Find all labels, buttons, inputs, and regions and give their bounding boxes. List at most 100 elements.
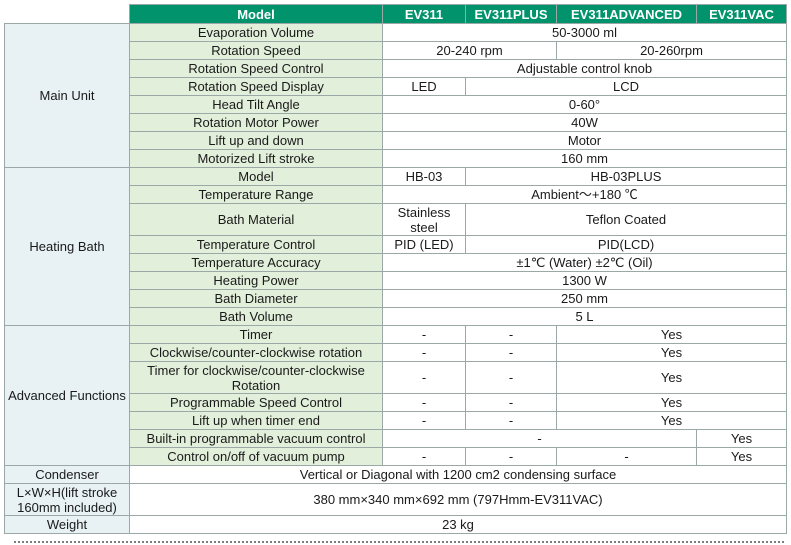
cell-dash: - xyxy=(382,361,466,394)
row-label: Lift up when timer end xyxy=(129,411,383,430)
table-row: L×W×H(lift stroke 160mm included) 380 mm… xyxy=(4,483,787,516)
table-row: Rotation Motor Power 40W xyxy=(5,113,787,132)
row-label: Built-in programmable vacuum control xyxy=(129,429,383,448)
row-label-weight: Weight xyxy=(4,515,130,534)
cell-dash: - xyxy=(382,325,466,344)
row-label: Bath Diameter xyxy=(129,289,383,308)
row-label: Head Tilt Angle xyxy=(129,95,383,114)
cell-yes: Yes xyxy=(696,447,787,466)
row-label: Temperature Range xyxy=(129,185,383,204)
row-label: Model xyxy=(129,167,383,186)
table-row: Rotation Speed 20-240 rpm 20-260rpm xyxy=(5,41,787,60)
cell-yes: Yes xyxy=(556,411,787,430)
row-label: Heating Power xyxy=(129,271,383,290)
row-value: 1300 W xyxy=(382,271,787,290)
section-advanced-functions: Advanced Functions xyxy=(4,325,130,466)
cell-dash: - xyxy=(465,361,557,394)
row-value: 0-60° xyxy=(382,95,787,114)
row-value: Motor xyxy=(382,131,787,150)
row-value: 160 mm xyxy=(382,149,787,168)
row-label: Lift up and down xyxy=(129,131,383,150)
table-row: Advanced Functions Timer - - Yes xyxy=(4,325,787,466)
cell-dash: - xyxy=(556,447,697,466)
row-label: Temperature Control xyxy=(129,235,383,254)
cell-yes: Yes xyxy=(696,429,787,448)
cell-dash: - xyxy=(382,411,466,430)
row-value: Vertical or Diagonal with 1200 cm2 conde… xyxy=(129,465,787,484)
row-label: Motorized Lift stroke xyxy=(129,149,383,168)
header-ev311advanced: EV311ADVANCED xyxy=(556,4,697,24)
row-label: Rotation Speed xyxy=(129,41,383,60)
bottom-divider xyxy=(14,541,784,543)
header-ev311: EV311 xyxy=(382,4,466,24)
cell-dash: - xyxy=(465,343,557,362)
row-value: Stainless steel xyxy=(382,203,466,236)
table-row: Temperature Range Ambient～+180 ℃ xyxy=(5,185,787,204)
row-value: 380 mm×340 mm×692 mm (797Hmm-EV311VAC) xyxy=(129,483,787,516)
header-ev311vac: EV311VAC xyxy=(696,4,787,24)
row-value: Adjustable control knob xyxy=(382,59,787,78)
row-label-dimensions: L×W×H(lift stroke 160mm included) xyxy=(4,483,130,516)
row-value: ±1℃ (Water) ±2℃ (Oil) xyxy=(382,253,787,272)
row-value: Teflon Coated xyxy=(465,203,787,236)
cell-dash: - xyxy=(382,343,466,362)
cell-dash: - xyxy=(465,447,557,466)
row-label: Rotation Speed Control xyxy=(129,59,383,78)
table-row: Weight 23 kg xyxy=(4,515,787,534)
table-row: Heating Bath Model HB-03 HB-03PLUS xyxy=(4,167,787,326)
row-label: Rotation Speed Display xyxy=(129,77,383,96)
row-value: LCD xyxy=(465,77,787,96)
row-label: Rotation Motor Power xyxy=(129,113,383,132)
table-row: Head Tilt Angle 0-60° xyxy=(5,95,787,114)
header-ev311plus: EV311PLUS xyxy=(465,4,557,24)
row-label: Clockwise/counter-clockwise rotation xyxy=(129,343,383,362)
cell-yes: Yes xyxy=(556,343,787,362)
spec-table: Model EV311 EV311PLUS EV311ADVANCED EV31… xyxy=(4,4,787,534)
row-label: Programmable Speed Control xyxy=(129,393,383,412)
table-row: Temperature Accuracy ±1℃ (Water) ±2℃ (Oi… xyxy=(5,253,787,272)
table-row: Timer for clockwise/counter-clockwise Ro… xyxy=(5,361,787,394)
table-row: Condenser Vertical or Diagonal with 1200… xyxy=(4,465,787,484)
row-value: 20-240 rpm xyxy=(382,41,557,60)
table-row: Built-in programmable vacuum control - Y… xyxy=(5,429,787,448)
row-label: Bath Volume xyxy=(129,307,383,326)
header-blank xyxy=(4,4,130,24)
row-value: HB-03PLUS xyxy=(465,167,787,186)
table-row: Temperature Control PID (LED) PID(LCD) xyxy=(5,235,787,254)
section-main-unit: Main Unit xyxy=(4,23,130,168)
cell-dash: - xyxy=(382,429,697,448)
row-value: 23 kg xyxy=(129,515,787,534)
row-label: Timer for clockwise/counter-clockwise Ro… xyxy=(129,361,383,394)
table-row: Lift up when timer end - - Yes xyxy=(5,411,787,430)
cell-dash: - xyxy=(382,393,466,412)
row-value: HB-03 xyxy=(382,167,466,186)
row-value: PID(LCD) xyxy=(465,235,787,254)
table-row: Rotation Speed Control Adjustable contro… xyxy=(5,59,787,78)
cell-dash: - xyxy=(465,393,557,412)
row-value: 50-3000 ml xyxy=(382,23,787,42)
row-value: 250 mm xyxy=(382,289,787,308)
cell-yes: Yes xyxy=(556,325,787,344)
table-row: Bath Material Stainless steel Teflon Coa… xyxy=(5,203,787,236)
row-value: PID (LED) xyxy=(382,235,466,254)
table-row: Lift up and down Motor xyxy=(5,131,787,150)
row-value: 5 L xyxy=(382,307,787,326)
table-row: Heating Power 1300 W xyxy=(5,271,787,290)
cell-yes: Yes xyxy=(556,361,787,394)
cell-dash: - xyxy=(382,447,466,466)
cell-yes: Yes xyxy=(556,393,787,412)
row-label: Evaporation Volume xyxy=(129,23,383,42)
row-value: Ambient～+180 ℃ xyxy=(382,185,787,204)
row-label: Bath Material xyxy=(129,203,383,236)
cell-dash: - xyxy=(465,325,557,344)
row-label: Control on/off of vacuum pump xyxy=(129,447,383,466)
row-value: LED xyxy=(382,77,466,96)
cell-dash: - xyxy=(465,411,557,430)
header-row: Model EV311 EV311PLUS EV311ADVANCED EV31… xyxy=(4,4,787,24)
table-row: Motorized Lift stroke 160 mm xyxy=(5,149,787,168)
table-row: Bath Volume 5 L xyxy=(5,307,787,326)
row-label: Temperature Accuracy xyxy=(129,253,383,272)
row-label-condenser: Condenser xyxy=(4,465,130,484)
row-label: Timer xyxy=(129,325,383,344)
row-value: 40W xyxy=(382,113,787,132)
